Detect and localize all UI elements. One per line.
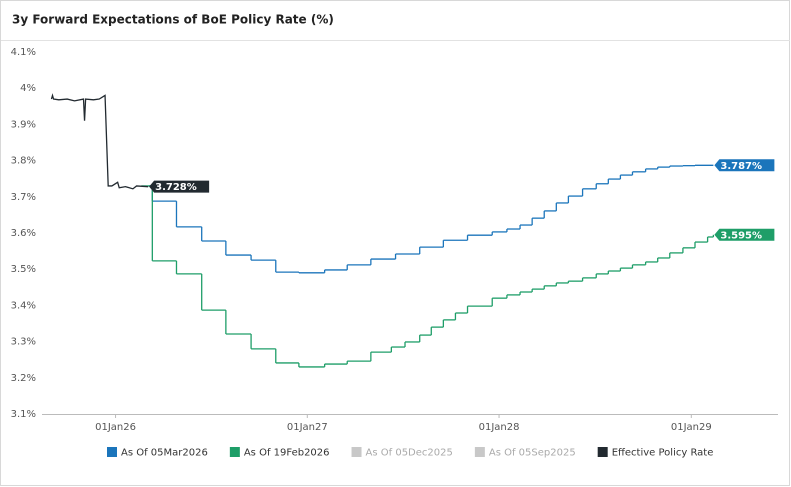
y-tick-label: 3.7%: [11, 192, 36, 203]
legend-label[interactable]: As Of 05Sep2025: [489, 448, 576, 459]
legend-swatch[interactable]: [229, 447, 240, 457]
end-label: 3.787%: [720, 161, 762, 172]
x-tick-label: 01Jan26: [95, 422, 136, 433]
x-tick-label: 01Jan27: [287, 422, 328, 433]
y-tick-label: 4.1%: [11, 47, 36, 58]
end-label-box: [714, 159, 775, 172]
legend-label[interactable]: As Of 05Dec2025: [366, 448, 453, 459]
y-tick-label: 3.2%: [11, 373, 36, 384]
end-label: 3.728%: [155, 182, 197, 193]
end-label-box: [149, 180, 210, 193]
legend-label[interactable]: Effective Policy Rate: [612, 448, 714, 459]
y-tick-label: 3.4%: [11, 300, 36, 311]
legend-label[interactable]: As Of 05Mar2026: [121, 448, 208, 459]
y-tick-label: 3.9%: [11, 119, 36, 130]
x-tick-label: 01Jan28: [479, 422, 520, 433]
legend-swatch[interactable]: [474, 447, 485, 457]
end-label-box: [714, 228, 775, 241]
legend-swatch[interactable]: [107, 447, 117, 457]
y-tick-label: 3.8%: [11, 156, 36, 167]
x-tick-label: 01Jan29: [671, 422, 712, 433]
y-tick-label: 3.3%: [11, 337, 36, 348]
legend-swatch[interactable]: [597, 447, 608, 457]
chart-title: 3y Forward Expectations of BoE Policy Ra…: [12, 13, 334, 27]
line: [50, 93, 149, 190]
end-label: 3.595%: [720, 230, 762, 241]
y-tick-label: 3.6%: [11, 228, 36, 239]
y-tick-label: 3.5%: [11, 264, 36, 275]
y-tick-label: 3.1%: [11, 409, 36, 420]
legend-label[interactable]: As Of 19Feb2026: [244, 448, 330, 459]
legend-swatch[interactable]: [351, 447, 362, 457]
y-tick-label: 4%: [20, 83, 36, 94]
